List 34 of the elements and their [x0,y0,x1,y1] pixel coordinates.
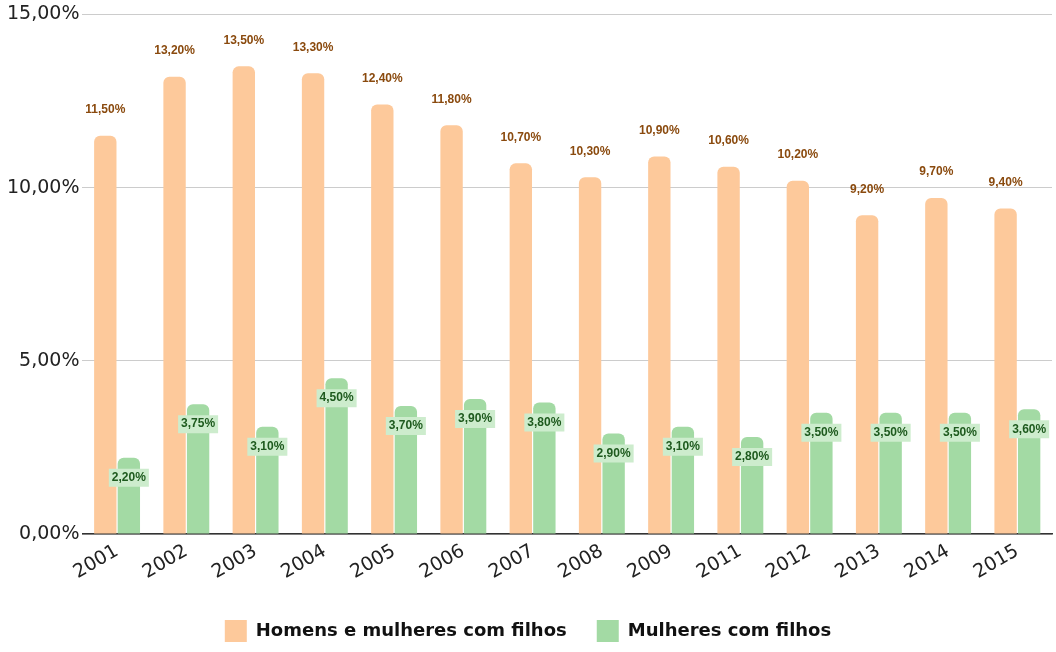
data-label: 10,20% [777,147,819,162]
data-label: 2,90% [596,445,631,460]
data-label: 3,90% [458,411,493,426]
data-label: 3,10% [250,438,285,453]
data-label: 11,80% [431,91,472,106]
data-label: 10,70% [500,129,542,144]
data-label: 3,50% [942,425,978,440]
y-tick-label: 5,00% [19,347,80,370]
y-tick-label: 0,00% [19,521,80,544]
data-label: 13,30% [292,39,334,54]
data-label: 11,50% [85,101,126,116]
legend-label: Mulheres com filhos [627,618,832,640]
data-label: 9,70% [919,164,954,179]
data-label: 3,80% [527,414,562,429]
data-label: 13,50% [223,32,265,47]
data-label: 3,75% [181,416,216,431]
legend-label: Homens e mulheres com filhos [255,618,567,640]
data-label: 4,50% [319,390,354,405]
y-tick-label: 15,00% [6,1,80,24]
data-label: 9,40% [988,174,1023,189]
data-label: 2,20% [111,470,147,485]
data-label: 3,70% [388,418,424,433]
data-label: 3,50% [873,425,908,440]
data-label: 3,50% [804,425,839,440]
data-label: 2,80% [735,449,770,464]
data-label: 12,40% [361,70,403,85]
data-label: 3,60% [1012,421,1047,436]
data-label: 10,60% [708,133,750,148]
data-label: 13,20% [154,43,196,58]
data-label: 10,90% [638,122,681,137]
data-label: 3,10% [665,438,701,453]
data-label: 9,20% [850,181,885,196]
y-tick-label: 10,00% [6,174,80,197]
data-label: 10,30% [569,143,611,158]
